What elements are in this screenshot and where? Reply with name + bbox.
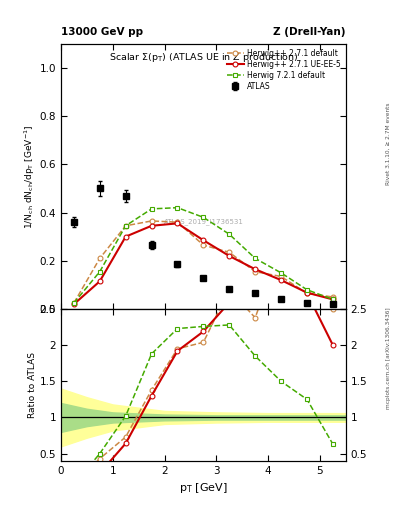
Legend: Herwig++ 2.7.1 default, Herwig++ 2.7.1 UE-EE-5, Herwig 7.2.1 default, ATLAS: Herwig++ 2.7.1 default, Herwig++ 2.7.1 U… [224,47,343,93]
Herwig++ 2.7.1 UE-EE-5 [123,233,128,240]
X-axis label: p$_\mathregular{T}$ [GeV]: p$_\mathregular{T}$ [GeV] [179,481,228,495]
Herwig++ 2.7.1 default [72,300,76,306]
Y-axis label: Ratio to ATLAS: Ratio to ATLAS [28,352,37,418]
Line: Herwig 7.2.1 default: Herwig 7.2.1 default [72,205,335,306]
Herwig++ 2.7.1 UE-EE-5 [279,277,283,283]
Herwig++ 2.7.1 default [253,269,257,275]
Line: Herwig++ 2.7.1 UE-EE-5: Herwig++ 2.7.1 UE-EE-5 [72,221,335,307]
Herwig 7.2.1 default [253,255,257,262]
Line: Herwig++ 2.7.1 default: Herwig++ 2.7.1 default [72,219,335,306]
Herwig++ 2.7.1 default [305,290,309,296]
Herwig 7.2.1 default [97,269,102,275]
Herwig++ 2.7.1 UE-EE-5 [305,290,309,296]
Text: Rivet 3.1.10, ≥ 2.7M events: Rivet 3.1.10, ≥ 2.7M events [386,102,391,185]
Y-axis label: 1/N$_\mathregular{ch}$ dN$_\mathregular{ch}$/dp$_\mathregular{T}$ [GeV$^{-1}$]: 1/N$_\mathregular{ch}$ dN$_\mathregular{… [22,124,37,228]
Herwig++ 2.7.1 default [175,219,180,225]
Herwig++ 2.7.1 default [123,223,128,229]
Herwig 7.2.1 default [227,231,231,237]
Text: 13000 GeV pp: 13000 GeV pp [61,27,143,37]
Herwig 7.2.1 default [201,214,206,220]
Text: ATLAS_2019_I1736531: ATLAS_2019_I1736531 [163,218,243,225]
Herwig++ 2.7.1 default [149,218,154,224]
Herwig 7.2.1 default [123,223,128,229]
Herwig 7.2.1 default [331,296,335,303]
Herwig++ 2.7.1 UE-EE-5 [72,301,76,307]
Herwig++ 2.7.1 default [331,294,335,300]
Text: mcplots.cern.ch [arXiv:1306.3436]: mcplots.cern.ch [arXiv:1306.3436] [386,308,391,409]
Text: Scalar $\Sigma$(p$_\mathregular{T}$) (ATLAS UE in Z production): Scalar $\Sigma$(p$_\mathregular{T}$) (AT… [108,52,298,65]
Herwig++ 2.7.1 UE-EE-5 [149,223,154,229]
Herwig++ 2.7.1 UE-EE-5 [201,237,206,243]
Herwig 7.2.1 default [305,287,309,293]
Herwig++ 2.7.1 UE-EE-5 [331,296,335,303]
Herwig 7.2.1 default [279,270,283,276]
Herwig 7.2.1 default [175,205,180,211]
Herwig 7.2.1 default [149,206,154,212]
Herwig++ 2.7.1 default [279,273,283,280]
Text: Z (Drell-Yan): Z (Drell-Yan) [274,27,346,37]
Herwig++ 2.7.1 UE-EE-5 [227,253,231,259]
Herwig++ 2.7.1 default [201,242,206,248]
Herwig++ 2.7.1 default [97,255,102,262]
Herwig++ 2.7.1 UE-EE-5 [253,266,257,272]
Herwig++ 2.7.1 default [227,249,231,255]
Herwig 7.2.1 default [72,300,76,306]
Herwig++ 2.7.1 UE-EE-5 [97,278,102,284]
Herwig++ 2.7.1 UE-EE-5 [175,220,180,226]
